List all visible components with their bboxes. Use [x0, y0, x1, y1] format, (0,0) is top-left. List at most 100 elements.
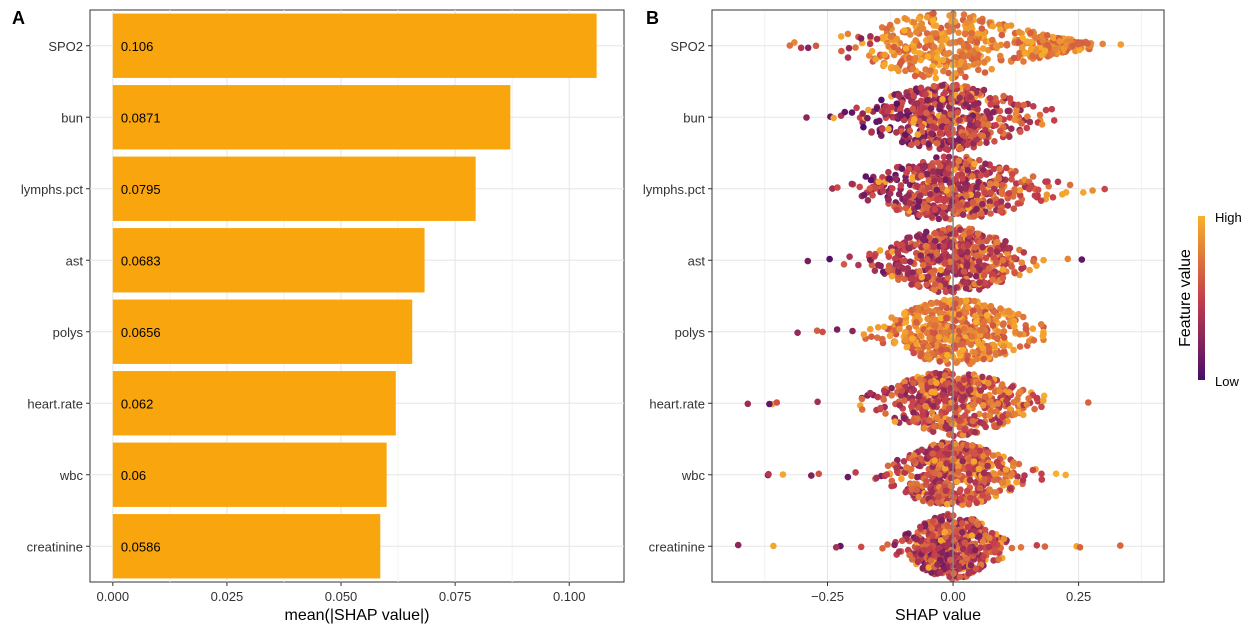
beeswarm-point-lymphs.pct	[986, 203, 993, 211]
beeswarm-point-ast	[999, 242, 1007, 249]
beeswarm-point-ast	[1018, 265, 1025, 273]
beeswarm-point-ast	[966, 228, 973, 236]
beeswarm-point-heart.rate	[994, 400, 1002, 407]
beeswarm-point-ast	[963, 261, 971, 269]
beeswarm-point-bun	[1006, 133, 1013, 140]
beeswarm-point-heart.rate	[1038, 403, 1045, 411]
beeswarm-point-SPO2	[930, 43, 937, 50]
beeswarm-point-ast	[989, 276, 997, 284]
beeswarm-point-SPO2	[1117, 41, 1125, 48]
beeswarm-point-creatinine	[967, 562, 975, 569]
beeswarm-point-SPO2	[966, 35, 974, 43]
beeswarm-point-heart.rate	[969, 417, 977, 425]
beeswarm-point-lymphs.pct	[1049, 194, 1057, 201]
beeswarm-point-wbc	[944, 500, 951, 508]
beeswarm-point-heart.rate	[986, 412, 993, 420]
beeswarm-point-polys	[977, 327, 984, 334]
beeswarm-point-polys	[956, 349, 963, 357]
panel-b-y-label-polys: polys	[675, 325, 706, 340]
beeswarm-point-bun	[979, 132, 987, 140]
panel-b-y-label-ast: ast	[688, 253, 706, 268]
beeswarm-point-ast	[889, 248, 896, 255]
beeswarm-point-heart.rate	[937, 418, 945, 426]
beeswarm-point-polys	[947, 337, 954, 344]
beeswarm-point-SPO2	[1044, 41, 1052, 49]
beeswarm-point-SPO2	[978, 18, 986, 26]
beeswarm-point-lymphs.pct	[940, 153, 948, 161]
bar-wbc	[112, 442, 387, 507]
beeswarm-point-heart.rate	[888, 384, 895, 392]
beeswarm-point-lymphs.pct	[1101, 185, 1108, 193]
beeswarm-point-heart.rate	[898, 387, 906, 394]
beeswarm-point-ast	[876, 247, 884, 254]
beeswarm-point-polys	[976, 307, 983, 315]
beeswarm-point-heart.rate	[950, 390, 958, 398]
beeswarm-point-polys	[1029, 325, 1037, 333]
beeswarm-point-wbc	[944, 451, 952, 458]
beeswarm-point-polys	[980, 355, 987, 363]
beeswarm-point-heart.rate	[814, 398, 821, 406]
beeswarm-point-lymphs.pct	[999, 181, 1006, 189]
beeswarm-point-SPO2	[961, 30, 969, 38]
beeswarm-point-ast	[894, 261, 901, 269]
beeswarm-point-heart.rate	[946, 405, 953, 413]
beeswarm-point-creatinine	[884, 541, 891, 548]
beeswarm-point-SPO2	[867, 33, 874, 40]
beeswarm-point-heart.rate	[939, 391, 946, 399]
beeswarm-point-lymphs.pct	[879, 187, 887, 195]
beeswarm-point-wbc	[984, 449, 992, 456]
beeswarm-point-lymphs.pct	[973, 205, 980, 213]
beeswarm-point-heart.rate	[941, 397, 949, 404]
beeswarm-point-polys	[909, 335, 916, 342]
beeswarm-point-ast	[914, 281, 921, 289]
beeswarm-point-heart.rate	[934, 398, 942, 405]
beeswarm-point-lymphs.pct	[983, 171, 990, 178]
beeswarm-point-ast	[1011, 254, 1018, 261]
beeswarm-point-creatinine	[913, 535, 920, 543]
beeswarm-point-heart.rate	[959, 431, 967, 439]
beeswarm-point-wbc	[986, 486, 993, 493]
beeswarm-point-wbc	[942, 487, 950, 495]
panel-b-points	[734, 10, 1125, 582]
beeswarm-point-ast	[985, 265, 993, 272]
beeswarm-point-polys	[901, 311, 908, 318]
beeswarm-point-bun	[905, 93, 912, 100]
beeswarm-point-SPO2	[918, 71, 926, 79]
beeswarm-point-ast	[989, 271, 996, 278]
beeswarm-point-polys	[1006, 342, 1013, 349]
beeswarm-point-lymphs.pct	[975, 178, 982, 186]
beeswarm-point-heart.rate	[1020, 411, 1027, 419]
beeswarm-point-lymphs.pct	[1027, 183, 1035, 190]
beeswarm-point-lymphs.pct	[1062, 189, 1070, 196]
panel-b-y-label-creatinine: creatinine	[649, 539, 705, 554]
beeswarm-point-ast	[940, 242, 947, 250]
beeswarm-point-bun	[966, 116, 974, 124]
beeswarm-point-bun	[1018, 120, 1025, 127]
beeswarm-point-lymphs.pct	[902, 204, 910, 212]
beeswarm-point-heart.rate	[1005, 389, 1013, 396]
beeswarm-point-creatinine	[965, 568, 973, 576]
beeswarm-point-ast	[894, 248, 901, 256]
beeswarm-point-creatinine	[971, 546, 979, 554]
beeswarm-point-polys	[953, 359, 960, 367]
beeswarm-point-wbc	[844, 473, 852, 481]
colorbar-legend: High Low Feature value	[1177, 210, 1242, 389]
panel-a-x-ticks: 0.000 0.025 0.050 0.075 0.100	[97, 582, 586, 604]
beeswarm-point-SPO2	[786, 42, 794, 49]
beeswarm-point-SPO2	[1074, 41, 1082, 48]
beeswarm-point-creatinine	[832, 544, 840, 551]
beeswarm-point-SPO2	[981, 69, 989, 76]
beeswarm-point-ast	[1026, 266, 1033, 274]
beeswarm-point-SPO2	[1084, 40, 1091, 47]
beeswarm-point-bun	[913, 139, 921, 147]
beeswarm-point-bun	[1008, 125, 1015, 132]
beeswarm-point-bun	[803, 114, 810, 121]
beeswarm-point-SPO2	[1050, 34, 1058, 42]
beeswarm-point-bun	[1038, 121, 1046, 128]
beeswarm-point-ast	[901, 275, 908, 283]
beeswarm-point-SPO2	[955, 29, 962, 36]
beeswarm-point-lymphs.pct	[970, 213, 978, 220]
beeswarm-point-creatinine	[980, 553, 987, 561]
beeswarm-point-ast	[987, 246, 994, 254]
beeswarm-point-polys	[931, 322, 939, 329]
